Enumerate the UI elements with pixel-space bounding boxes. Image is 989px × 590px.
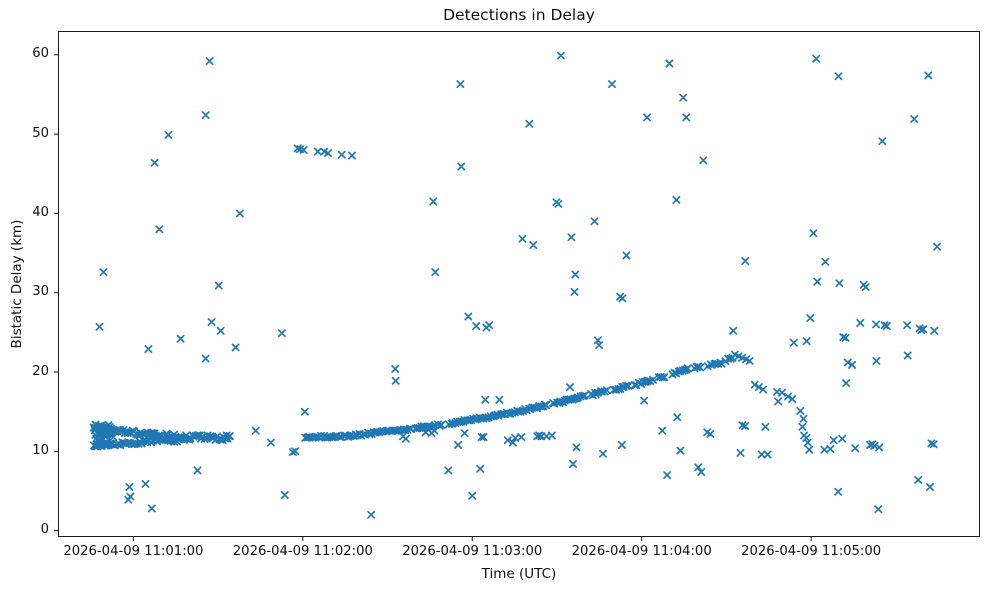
scatter-outlier-points [95,51,942,519]
x-tick-label: 2026-04-09 11:02:00 [232,544,373,559]
plot-border [58,31,980,537]
y-tick-label: 10 [32,442,49,458]
chart-title: Detections in Delay [443,6,595,24]
y-tick-label: 20 [32,363,49,379]
y-tick-label: 30 [32,284,49,300]
x-axis-label: Time (UTC) [481,566,557,582]
y-tick-label: 50 [32,125,49,141]
x-tick-label: 2026-04-09 11:04:00 [571,544,712,559]
y-tick-label: 60 [32,46,49,62]
y-tick-label: 40 [32,204,49,220]
x-tick-label: 2026-04-09 11:03:00 [402,544,543,559]
axis-ticks [54,54,812,541]
x-tick-label: 2026-04-09 11:05:00 [741,544,882,559]
scatter-main-rising-track [301,353,737,442]
scatter-initial-band-lower [90,435,184,451]
y-tick-label: 0 [40,522,49,538]
x-tick-label: 2026-04-09 11:01:00 [63,544,204,559]
scatter-initial-band-merged [174,431,234,445]
